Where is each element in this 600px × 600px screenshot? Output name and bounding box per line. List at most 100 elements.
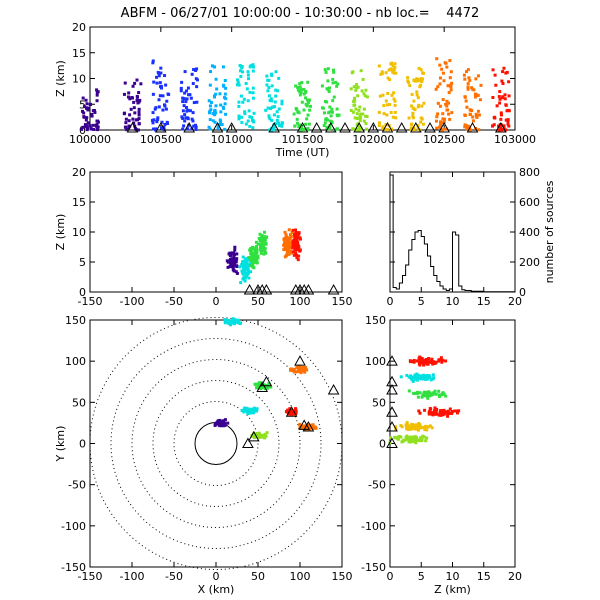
source-point — [151, 92, 155, 96]
source-point — [280, 124, 284, 128]
source-point — [491, 95, 495, 99]
source-point — [184, 100, 188, 104]
source-point — [396, 437, 400, 441]
source-point — [493, 73, 497, 77]
source-point — [238, 321, 242, 325]
source-point — [377, 124, 381, 128]
ground-stroke-triangle — [409, 121, 422, 133]
source-point — [438, 104, 442, 108]
source-point — [403, 438, 407, 442]
ground-stroke-triangle — [211, 121, 224, 133]
source-point — [229, 263, 233, 267]
source-point — [329, 119, 333, 123]
source-point — [223, 102, 227, 106]
source-point — [139, 82, 143, 86]
source-point — [412, 99, 416, 103]
source-point — [501, 95, 505, 99]
source-point — [304, 102, 308, 106]
source-point — [437, 413, 441, 417]
source-point — [434, 392, 438, 396]
source-point — [432, 361, 436, 365]
source-point — [379, 72, 383, 76]
source-point — [186, 117, 190, 121]
source-point — [189, 96, 193, 100]
source-point — [417, 103, 421, 107]
source-point — [285, 235, 289, 239]
plan-view-ytick-label: 0 — [79, 438, 86, 451]
source-point — [428, 392, 432, 396]
ground-stroke-triangle — [386, 406, 398, 417]
source-point — [123, 81, 127, 85]
source-point — [353, 127, 357, 131]
source-point — [261, 239, 265, 243]
source-point — [296, 246, 300, 250]
source-point — [463, 95, 467, 99]
source-point — [356, 94, 360, 98]
source-point — [385, 113, 389, 117]
source-point — [207, 99, 211, 103]
source-point — [471, 119, 475, 123]
z-y-ytick-label: 150 — [365, 314, 386, 327]
source-point — [280, 121, 284, 125]
z-y-ytick-label: 50 — [372, 396, 386, 409]
source-point — [354, 88, 358, 92]
source-point — [478, 98, 482, 102]
source-point — [393, 435, 397, 439]
source-point — [331, 99, 335, 103]
source-point — [253, 257, 257, 261]
source-point — [216, 126, 220, 130]
plan-view-xtick-label: 150 — [332, 570, 353, 583]
plan-view-ytick-label: -150 — [61, 561, 86, 574]
source-point — [450, 410, 454, 414]
source-point — [466, 68, 470, 72]
source-point — [306, 113, 310, 117]
source-point — [229, 265, 233, 269]
source-point — [417, 409, 421, 413]
source-point — [438, 82, 442, 86]
source-point — [246, 73, 250, 77]
source-point — [498, 101, 502, 105]
source-point — [422, 377, 426, 381]
source-point — [123, 125, 127, 129]
source-point — [131, 117, 135, 121]
source-point — [153, 107, 157, 111]
source-point — [444, 359, 448, 363]
source-point — [273, 105, 277, 109]
source-point — [219, 103, 223, 107]
source-point — [208, 109, 212, 113]
source-point — [132, 106, 136, 110]
source-point — [442, 408, 446, 412]
source-point — [235, 257, 239, 261]
source-point — [221, 420, 225, 424]
source-point — [262, 238, 266, 242]
source-point — [294, 239, 298, 243]
source-point — [446, 84, 450, 88]
source-point — [181, 127, 185, 131]
source-point — [423, 427, 427, 431]
z-histogram-ytick-label: 600 — [519, 196, 540, 209]
source-point — [328, 105, 332, 109]
source-point — [441, 121, 445, 125]
source-point — [408, 436, 412, 440]
source-point — [81, 96, 85, 100]
source-point — [335, 127, 339, 131]
ground-stroke-triangle — [386, 437, 398, 448]
source-point — [442, 79, 446, 83]
source-point — [124, 117, 128, 121]
source-point — [431, 377, 435, 381]
source-point — [336, 82, 340, 86]
source-point — [416, 395, 420, 399]
x-z-xtick-label: -50 — [165, 295, 183, 308]
ground-stroke-triangle — [386, 375, 398, 387]
source-point — [214, 421, 218, 425]
source-point — [124, 121, 128, 125]
source-point — [252, 65, 256, 69]
source-point — [265, 74, 269, 78]
range-ring — [89, 317, 343, 570]
source-point — [214, 111, 218, 115]
source-point — [247, 256, 251, 260]
source-point — [439, 412, 443, 416]
source-point — [269, 107, 273, 111]
source-point — [416, 373, 420, 377]
